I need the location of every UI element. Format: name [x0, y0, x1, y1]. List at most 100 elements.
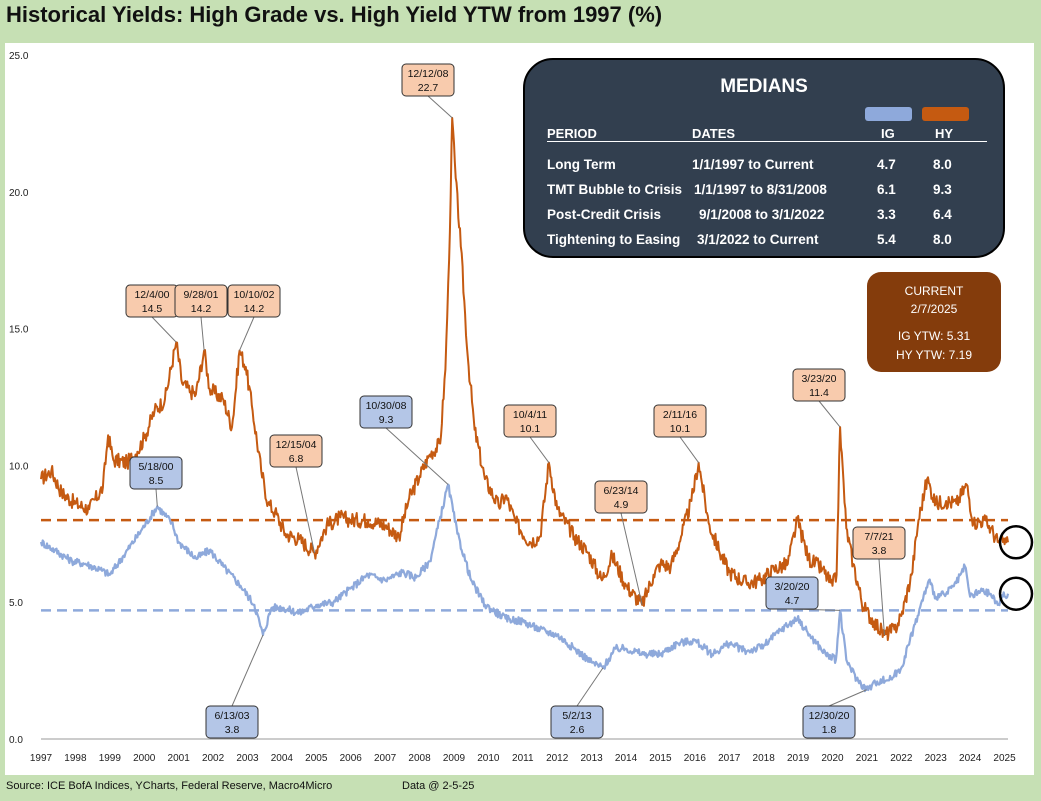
source-note: Source: ICE BofA Indices, YCharts, Feder…: [6, 780, 333, 792]
annotation-date: 9/28/01: [183, 289, 218, 301]
annotation-leader-line: [427, 95, 453, 119]
annotation-leader-line: [200, 316, 205, 351]
x-tick-label: 2020: [821, 753, 844, 764]
annotation-box: [802, 705, 856, 739]
hy-series-line: [40, 116, 1009, 641]
chart-title: Historical Yields: High Grade vs. High Y…: [6, 2, 663, 27]
hy-current-circle: [998, 525, 1034, 560]
current-date: 2/7/2025: [910, 302, 958, 316]
medians-panel: MEDIANS PERIOD DATES IG HY Long Term 1/1…: [523, 58, 1005, 258]
current-yields-box: CURRENT 2/7/2025 IG YTW: 5.31 HY YTW: 7.…: [867, 272, 1001, 372]
x-tick-label: 2010: [477, 753, 500, 764]
annotation-value: 4.7: [785, 595, 800, 607]
annotation-leader-line: [295, 466, 316, 554]
median-row-period: Tightening to Easing: [547, 232, 681, 247]
median-row-ig: 4.7: [877, 157, 896, 172]
median-row-period: Long Term: [547, 157, 616, 172]
x-tick-label: 2001: [168, 753, 191, 764]
x-tick-label: 2015: [649, 753, 672, 764]
median-row-period: Post-Credit Crisis: [547, 207, 662, 222]
hy-color-swatch: [922, 107, 969, 121]
annotation-date: 3/20/20: [774, 581, 809, 593]
current-heading: CURRENT: [904, 284, 964, 298]
annotation-leader-line: [529, 436, 550, 463]
annotation-date: 6/23/14: [603, 485, 638, 497]
annotation-value: 2.6: [570, 724, 585, 736]
x-tick-label: 2014: [615, 753, 638, 764]
y-tick-label: 15.0: [9, 325, 29, 336]
ig-series-line: [39, 483, 1010, 693]
annotation-box: [503, 404, 557, 438]
annotation-box: [401, 63, 455, 97]
medians-header-rule: [547, 141, 987, 142]
annotation-date: 2/11/16: [663, 409, 697, 421]
x-tick-label: 2008: [408, 753, 431, 764]
medians-header-dates: DATES: [692, 126, 736, 141]
annotation-labels: 12/4/00 14.5 9/28/01 14.2 10/10/02 14.2 12/15/…: [125, 63, 906, 739]
annotation-date: 12/4/00: [134, 289, 169, 301]
x-tick-label: 2022: [890, 753, 913, 764]
medians-title: MEDIANS: [720, 76, 808, 97]
annotation-value: 10.1: [670, 423, 691, 435]
median-row-dates: 9/1/2008 to 3/1/2022: [699, 207, 825, 222]
annotation-leader-line: [231, 634, 264, 707]
annotation-date: 10/30/08: [366, 400, 407, 412]
ig-color-swatch: [865, 107, 912, 121]
series-lines: [39, 116, 1010, 693]
y-tick-label: 0.0: [9, 735, 23, 746]
x-tick-label: 2003: [236, 753, 259, 764]
annotation-box: [852, 526, 906, 560]
annotation-box: [359, 395, 413, 429]
annotation-box: [594, 480, 648, 514]
annotation-value: 1.8: [822, 724, 837, 736]
x-tick-label: 2002: [202, 753, 225, 764]
annotation-value: 6.8: [289, 453, 304, 465]
annotation-leader-line: [155, 488, 158, 507]
median-row-hy: 8.0: [933, 157, 952, 172]
x-tick-label: 2009: [443, 753, 466, 764]
annotation-date: 12/30/20: [809, 710, 850, 722]
annotation-box: [269, 434, 323, 468]
annotation-leader-line: [818, 400, 841, 428]
annotation-box: [129, 456, 183, 490]
x-tick-label: 2012: [546, 753, 569, 764]
x-tick-label: 1998: [64, 753, 87, 764]
annotation-leader-line: [576, 667, 604, 707]
annotation-value: 3.8: [225, 724, 240, 736]
current-ig-ytw: IG YTW: 5.31: [897, 329, 971, 343]
annotation-box: [765, 576, 819, 610]
x-tick-label: 2021: [856, 753, 879, 764]
annotation-date: 12/12/08: [408, 68, 449, 80]
median-row-ig: 3.3: [877, 207, 896, 222]
annotation-leader-line: [679, 436, 700, 463]
annotation-value: 10.1: [520, 423, 541, 435]
x-tick-label: 2013: [580, 753, 603, 764]
x-tick-label: 2018: [753, 753, 776, 764]
annotation-leader-line: [239, 316, 255, 351]
annotation-date: 7/7/21: [864, 531, 893, 543]
median-row-period: TMT Bubble to Crisis: [547, 182, 682, 197]
annotation-value: 4.9: [614, 499, 629, 511]
medians-header-hy: HY: [935, 126, 954, 141]
annotation-leader-line: [828, 689, 867, 707]
annotation-value: 22.7: [418, 82, 439, 94]
annotation-box: [174, 284, 228, 318]
median-row-dates: 1/1/1997 to Current: [692, 157, 814, 172]
annotation-value: 14.5: [142, 303, 163, 315]
annotation-value: 14.2: [244, 303, 265, 315]
median-row-dates: 3/1/2022 to Current: [697, 232, 819, 247]
median-row-dates: 1/1/1997 to 8/31/2008: [694, 182, 827, 197]
annotation-date: 10/10/02: [234, 289, 275, 301]
annotation-date: 3/23/20: [801, 373, 836, 385]
x-tick-label: 2019: [787, 753, 810, 764]
annotation-value: 11.4: [809, 387, 829, 399]
x-tick-label: 1997: [30, 753, 53, 764]
annotation-value: 8.5: [149, 475, 164, 487]
annotation-date: 10/4/11: [513, 409, 547, 421]
x-tick-label: 2006: [340, 753, 363, 764]
annotation-date: 12/15/04: [276, 439, 317, 451]
y-tick-label: 5.0: [9, 598, 23, 609]
x-tick-label: 2000: [133, 753, 156, 764]
median-row-ig: 6.1: [877, 182, 896, 197]
